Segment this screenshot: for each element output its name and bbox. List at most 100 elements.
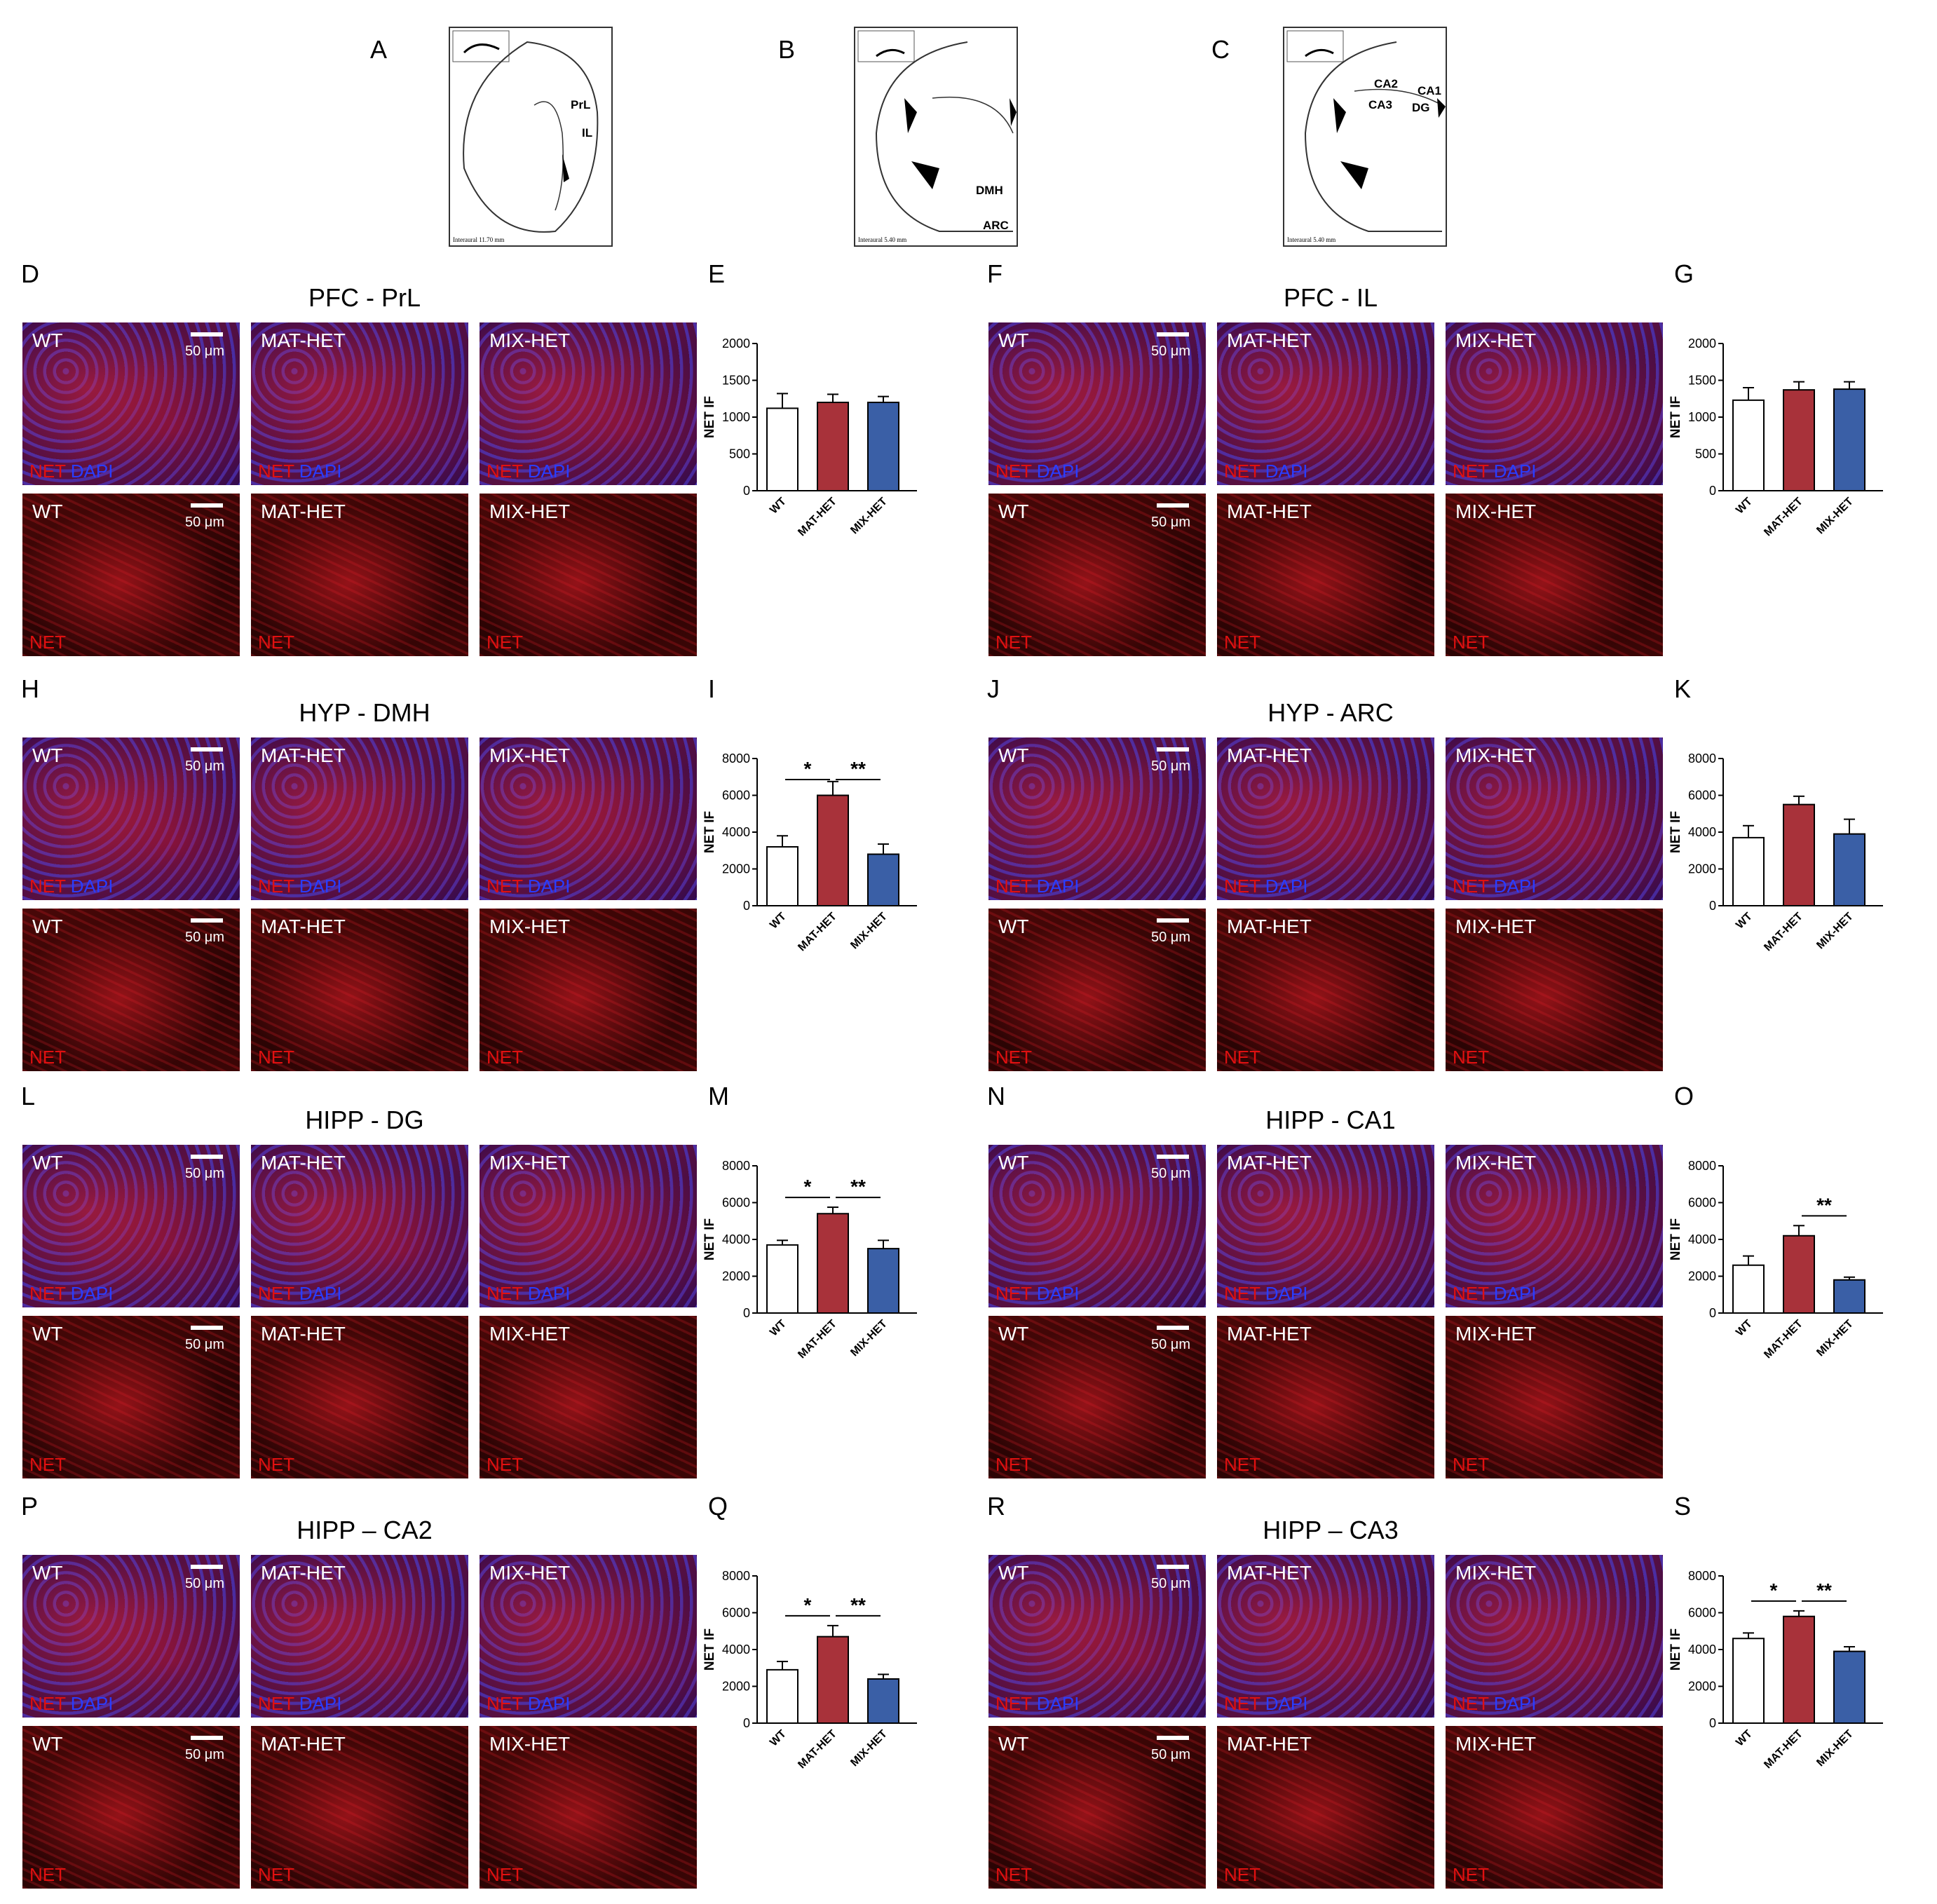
y-tick-label: 8000: [1688, 1159, 1716, 1173]
x-tick-label: WT: [768, 911, 789, 932]
bar: [867, 1678, 899, 1724]
micrograph-net: MIX-HET NET: [1446, 909, 1663, 1071]
micrograph-merge: WT NET DAPI 50 μm: [988, 1555, 1206, 1718]
channel-dapi: DAPI: [1036, 1283, 1080, 1304]
channel-net: NET: [995, 461, 1032, 482]
channel-label: NET: [258, 1047, 294, 1068]
group-label: MAT-HET: [261, 329, 346, 351]
x-tick-label: WT: [768, 1318, 789, 1339]
atlas-footer: Interaural 5.40 mm: [858, 236, 907, 243]
channel-label: NET DAPI: [995, 1283, 1079, 1305]
y-tick-label: 8000: [722, 1159, 750, 1173]
y-axis-label: NET IF: [702, 1628, 717, 1671]
group-label: MAT-HET: [1227, 1733, 1312, 1755]
x-tick-label: MAT-HET: [796, 1318, 839, 1361]
group-label: MIX-HET: [1455, 1733, 1537, 1755]
significance-marker: *: [804, 758, 812, 780]
y-axis-label: NET IF: [702, 811, 717, 853]
y-tick-label: 0: [743, 1306, 750, 1320]
channel-dapi: DAPI: [1493, 1283, 1537, 1304]
channel-net: NET: [995, 876, 1032, 897]
scale-bar-label: 50 μm: [185, 515, 224, 530]
channel-label: NET DAPI: [29, 461, 113, 482]
scale-bar-label: 50 μm: [1151, 1166, 1190, 1181]
channel-dapi: DAPI: [1036, 461, 1080, 482]
panel-label: L: [21, 1082, 36, 1110]
micrograph-merge: MIX-HET NET DAPI: [480, 1145, 697, 1307]
bar: [1833, 1279, 1865, 1314]
panel-label: N: [987, 1082, 1005, 1110]
channel-label: NET DAPI: [1453, 1693, 1536, 1715]
scale-bar: [1157, 1326, 1189, 1330]
y-tick-label: 0: [1709, 1306, 1716, 1320]
channel-net: NET: [29, 461, 66, 482]
channel-label: NET: [29, 632, 66, 653]
channel-net: NET: [29, 1454, 66, 1475]
group-label: MAT-HET: [261, 744, 346, 766]
channel-net: NET: [258, 461, 294, 482]
x-tick-label: MIX-HET: [1814, 1728, 1856, 1769]
panel-label-a: A: [370, 35, 388, 64]
group-label: MAT-HET: [1227, 744, 1312, 766]
channel-net: NET: [1453, 1283, 1489, 1304]
scale-bar: [191, 1155, 223, 1159]
scale-bar: [191, 1565, 223, 1569]
group-label: WT: [998, 1562, 1029, 1584]
channel-net: NET: [487, 632, 523, 653]
channel-label: NET DAPI: [487, 1283, 570, 1305]
brain-outline-icon: [857, 30, 1017, 232]
scale-bar-label: 50 μm: [185, 344, 224, 359]
channel-net: NET: [995, 1864, 1032, 1885]
y-tick-label: 4000: [1688, 1643, 1716, 1657]
scale-bar-label: 50 μm: [1151, 1337, 1190, 1352]
micrograph-merge: MAT-HET NET DAPI: [1217, 322, 1434, 485]
group-label: MAT-HET: [261, 916, 346, 937]
group-label: MAT-HET: [261, 1733, 346, 1755]
group-label: MAT-HET: [1227, 329, 1312, 351]
channel-dapi: DAPI: [1493, 1693, 1537, 1714]
channel-label: NET DAPI: [1224, 876, 1307, 897]
channel-net: NET: [1224, 876, 1260, 897]
bar: [1732, 1264, 1765, 1314]
group-label: WT: [32, 744, 63, 766]
panel-label: M: [708, 1082, 729, 1110]
group-label: WT: [32, 1152, 63, 1174]
region-label-ca1: CA1: [1418, 84, 1442, 97]
chart-svg: 0 500 1000 1500 2000 NET IF WT MAT-HET MIX-HET: [1668, 336, 1883, 538]
y-tick-label: 8000: [722, 752, 750, 766]
scale-bar: [191, 332, 223, 336]
region-label-prl: PrL: [571, 98, 591, 111]
bar: [817, 794, 849, 906]
panel-label: F: [987, 259, 1003, 288]
significance-marker: *: [1770, 1579, 1778, 1601]
channel-label: NET DAPI: [487, 461, 570, 482]
channel-net: NET: [29, 1283, 66, 1304]
y-tick-label: 6000: [1688, 1196, 1716, 1210]
channel-net: NET: [1453, 1693, 1489, 1714]
atlas-footer: Interaural 5.40 mm: [1287, 236, 1336, 243]
micrograph-net: WT NET 50 μm: [22, 1316, 240, 1478]
channel-dapi: DAPI: [527, 1693, 571, 1714]
channel-net: NET: [1224, 461, 1260, 482]
significance-marker: **: [850, 1176, 866, 1197]
micrograph-merge: MIX-HET NET DAPI: [1446, 1555, 1663, 1718]
scale-bar-label: 50 μm: [1151, 515, 1190, 530]
panel-label: I: [708, 674, 716, 703]
atlas-footer: Interaural 11.70 mm: [453, 236, 505, 243]
y-tick-label: 8000: [1688, 1569, 1716, 1583]
channel-net: NET: [29, 1693, 66, 1714]
scale-bar-label: 50 μm: [185, 930, 224, 945]
y-tick-label: 4000: [1688, 825, 1716, 839]
channel-label: NET: [487, 1864, 523, 1886]
scale-bar-label: 50 μm: [185, 1337, 224, 1352]
channel-net: NET: [1453, 876, 1489, 897]
brain-outline-icon: [452, 30, 599, 233]
micrograph-net: MAT-HET NET: [1217, 494, 1434, 656]
micrograph-net: MAT-HET NET: [251, 909, 468, 1071]
channel-label: NET DAPI: [29, 1693, 113, 1715]
micrograph-merge: MAT-HET NET DAPI: [1217, 737, 1434, 900]
y-tick-label: 0: [743, 484, 750, 498]
channel-dapi: DAPI: [70, 876, 114, 897]
atlas-hipp: CA2 CA1 CA3 DG Interaural 5.40 mm: [1283, 27, 1447, 247]
channel-net: NET: [487, 1454, 523, 1475]
